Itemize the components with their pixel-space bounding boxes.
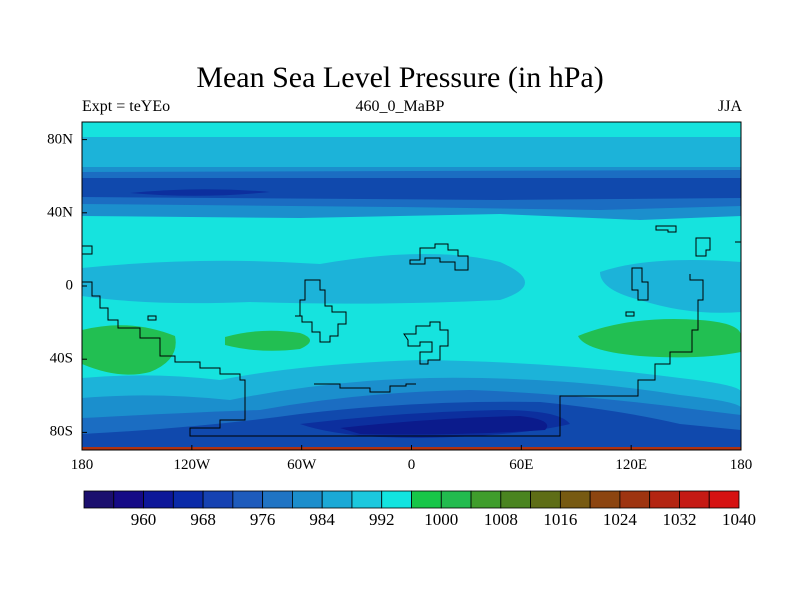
field-band-light-blue-north bbox=[82, 137, 741, 167]
lat-tick-label: 80N bbox=[47, 131, 73, 148]
lat-tick-marks bbox=[82, 139, 87, 433]
colorbar-swatch bbox=[679, 490, 710, 509]
pressure-field bbox=[82, 122, 741, 450]
colorbar-swatch bbox=[708, 490, 740, 509]
colorbar-label: 976 bbox=[249, 510, 276, 529]
colorbar-label: 960 bbox=[130, 510, 157, 529]
continent-outlines bbox=[82, 225, 741, 437]
colorbar-swatch bbox=[470, 490, 502, 509]
colorbar-label: 1040 bbox=[722, 510, 756, 529]
colorbar-swatch bbox=[232, 490, 264, 509]
lon-tick-marks bbox=[81, 445, 742, 450]
coastline-peninsula bbox=[631, 267, 649, 301]
colorbar bbox=[83, 490, 740, 509]
colorbar-swatch bbox=[172, 490, 204, 509]
coastline-islet-small bbox=[147, 315, 157, 321]
figure-title: Mean Sea Level Pressure (in hPa) bbox=[196, 61, 604, 94]
season-label: JJA bbox=[717, 98, 742, 115]
lat-tick-label: 80S bbox=[49, 423, 73, 440]
colorbar-label: 992 bbox=[368, 510, 395, 529]
coastline-west-edge bbox=[82, 245, 93, 255]
time-period-label: 460_0_MaBP bbox=[355, 98, 445, 115]
field-darkest-low-south bbox=[340, 416, 548, 435]
coastline-antarctic-ridge bbox=[314, 383, 416, 393]
coastline-ring-island bbox=[403, 321, 449, 365]
colorbar-swatch bbox=[411, 490, 442, 509]
colorbar-swatch bbox=[351, 490, 383, 509]
experiment-label: Expt = teYEo bbox=[82, 98, 171, 115]
lon-tick-label: 60W bbox=[287, 457, 317, 473]
lon-tick-label: 180 bbox=[70, 457, 94, 473]
field-low-north bbox=[130, 189, 270, 196]
colorbar-swatch bbox=[589, 490, 621, 509]
colorbar-swatch bbox=[143, 490, 174, 509]
lat-tick-label: 0 bbox=[65, 277, 74, 294]
lon-tick-label: 120W bbox=[173, 457, 211, 473]
colorbar-label: 1000 bbox=[424, 510, 459, 529]
lon-tick-label: 0 bbox=[407, 457, 416, 473]
coastline-island-north bbox=[409, 243, 469, 271]
colorbar-label: 984 bbox=[309, 510, 335, 529]
colorbar-swatch bbox=[559, 490, 591, 509]
colorbar-swatch bbox=[381, 490, 412, 509]
field-light-blue-tropical-west bbox=[82, 253, 525, 304]
colorbar-label: 968 bbox=[190, 510, 216, 529]
lat-tick-label: 40N bbox=[47, 204, 73, 221]
colorbar-swatch bbox=[202, 490, 234, 509]
colorbar-label: 1008 bbox=[483, 510, 518, 529]
colorbar-swatch bbox=[83, 490, 115, 509]
colorbar-swatch bbox=[113, 490, 144, 509]
colorbar-swatch bbox=[440, 490, 472, 509]
colorbar-label: 1016 bbox=[543, 510, 578, 529]
colorbar-swatch bbox=[262, 490, 293, 509]
colorbar-swatch bbox=[649, 490, 680, 509]
colorbar-swatch bbox=[530, 490, 561, 509]
colorbar-swatch bbox=[321, 490, 353, 509]
lon-tick-label: 180 bbox=[729, 457, 753, 473]
field-light-blue-tropical-east bbox=[600, 259, 741, 313]
coastline-islet-east bbox=[695, 237, 711, 257]
lon-tick-label: 120E bbox=[615, 457, 647, 473]
lat-tick-label: 40S bbox=[49, 350, 73, 367]
field-green-high-indian bbox=[578, 319, 741, 358]
field-band-dark-blue-north bbox=[82, 178, 741, 200]
field-green-high-atlantic bbox=[225, 330, 310, 351]
colorbar-swatch bbox=[619, 490, 651, 509]
colorbar-label: 1032 bbox=[662, 510, 697, 529]
coastline-africa-outline bbox=[295, 279, 347, 343]
colorbar-label: 1024 bbox=[602, 510, 637, 529]
coastline-islet bbox=[655, 225, 677, 233]
coastline-islet-small-east bbox=[625, 311, 635, 317]
colorbar-swatch bbox=[500, 490, 531, 509]
lon-tick-label: 60E bbox=[509, 457, 534, 473]
coastline-main bbox=[82, 274, 704, 437]
colorbar-swatch bbox=[292, 490, 323, 509]
